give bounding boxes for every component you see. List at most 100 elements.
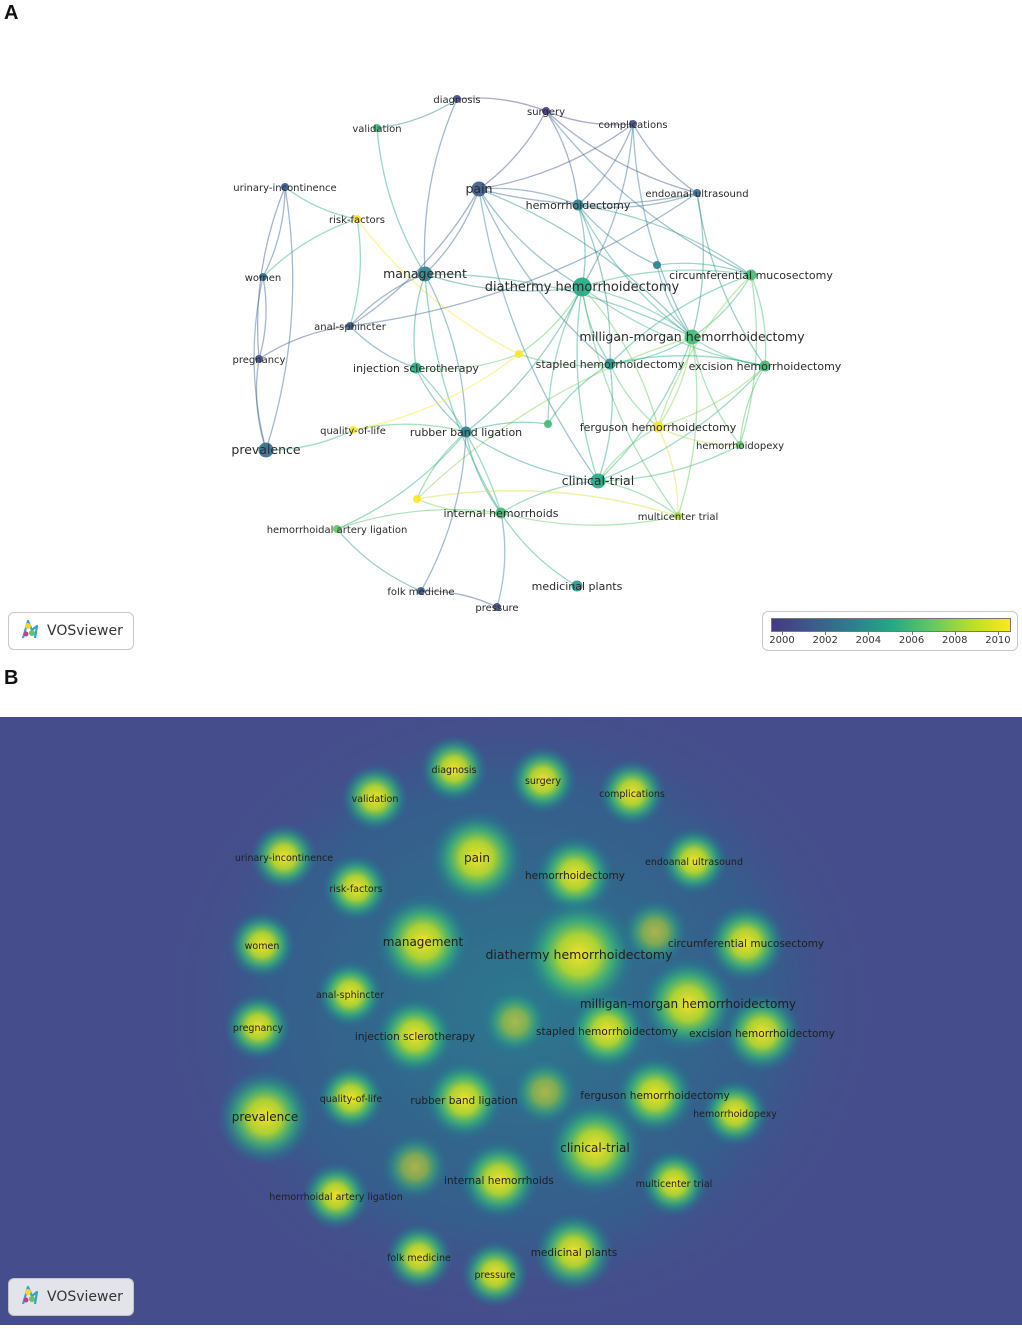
- node-prevalence[interactable]: [258, 442, 274, 458]
- node-riskfactors[interactable]: [353, 215, 361, 223]
- node-pressure[interactable]: [493, 603, 501, 611]
- density-label-management[interactable]: management: [383, 935, 464, 949]
- node-internal[interactable]: [495, 507, 507, 519]
- node-management[interactable]: [417, 266, 433, 282]
- density-label-analsphincter[interactable]: anal-sphincter: [316, 990, 384, 1001]
- density-label-clinicaltrial[interactable]: clinical-trial: [560, 1141, 629, 1155]
- density-label-medicinal[interactable]: medicinal plants: [531, 1247, 618, 1259]
- node-analsphincter[interactable]: [346, 322, 354, 330]
- node-u4[interactable]: [413, 495, 421, 503]
- node-label-qol[interactable]: quality-of-life: [320, 426, 386, 437]
- density-label-qol[interactable]: quality-of-life: [320, 1094, 383, 1105]
- node-pregnancy[interactable]: [255, 355, 263, 363]
- vosviewer-logo-a[interactable]: VOSviewer: [8, 612, 134, 650]
- node-label-endoanal[interactable]: endoanal ultrasound: [645, 189, 748, 200]
- node-hemorrhoidectomy[interactable]: [572, 199, 584, 211]
- node-label-riskfactors[interactable]: risk-factors: [329, 215, 385, 226]
- density-label-pain[interactable]: pain: [464, 851, 490, 865]
- node-clinicaltrial[interactable]: [590, 473, 606, 489]
- node-women[interactable]: [259, 273, 267, 281]
- node-label-pressure[interactable]: pressure: [475, 603, 518, 614]
- node-u2[interactable]: [515, 350, 523, 358]
- density-label-stapled[interactable]: stapled hemorrhoidectomy: [536, 1026, 678, 1038]
- density-label-folk[interactable]: folk medicine: [387, 1253, 451, 1264]
- node-stapled[interactable]: [604, 358, 616, 370]
- density-label-pregnancy[interactable]: pregnancy: [233, 1023, 284, 1034]
- node-label-internal[interactable]: internal hemorrhoids: [443, 507, 558, 520]
- node-folk[interactable]: [417, 587, 425, 595]
- node-urinary[interactable]: [281, 183, 289, 191]
- node-label-medicinal[interactable]: medicinal plants: [532, 580, 623, 593]
- node-label-milligan[interactable]: milligan-morgan hemorrhoidectomy: [579, 329, 805, 344]
- density-label-ferguson[interactable]: ferguson hemorrhoidectomy: [580, 1090, 729, 1102]
- node-qol[interactable]: [349, 426, 357, 434]
- node-label-surgery[interactable]: surgery: [527, 107, 565, 118]
- node-injection[interactable]: [410, 362, 422, 374]
- node-label-injection[interactable]: injection sclerotherapy: [353, 362, 479, 375]
- node-label-rbl[interactable]: rubber band ligation: [410, 426, 522, 439]
- density-label-hemorrhoidectomy[interactable]: hemorrhoidectomy: [525, 870, 625, 882]
- node-endoanal[interactable]: [693, 189, 701, 197]
- node-complications[interactable]: [629, 120, 637, 128]
- density-label-validation[interactable]: validation: [352, 794, 399, 805]
- node-label-circumferential[interactable]: circumferential mucosectomy: [669, 269, 833, 282]
- node-u3[interactable]: [544, 420, 552, 428]
- density-label-riskfactors[interactable]: risk-factors: [329, 884, 382, 895]
- density-label-urinary[interactable]: urinary-incontinence: [235, 853, 333, 864]
- node-label-prevalence[interactable]: prevalence: [231, 442, 301, 457]
- density-label-hemorrhoidopexy[interactable]: hemorrhoidopexy: [693, 1109, 777, 1120]
- node-u1[interactable]: [653, 261, 661, 269]
- density-label-diathermy[interactable]: diathermy hemorrhoidectomy: [486, 947, 674, 962]
- density-label-rbl[interactable]: rubber band ligation: [410, 1095, 517, 1107]
- node-excision[interactable]: [759, 360, 771, 372]
- node-diagnosis[interactable]: [453, 95, 461, 103]
- node-diathermy[interactable]: [572, 277, 592, 297]
- density-label-endoanal[interactable]: endoanal ultrasound: [645, 857, 743, 868]
- node-surgery[interactable]: [542, 107, 550, 115]
- density-label-circumferential[interactable]: circumferential mucosectomy: [668, 938, 824, 950]
- vosviewer-logo-b[interactable]: VOSviewer: [8, 1278, 134, 1316]
- node-label-folk[interactable]: folk medicine: [387, 587, 454, 598]
- density-visualization-panel[interactable]: diagnosis surgery validation complications u…: [0, 687, 1022, 1327]
- density-label-women[interactable]: women: [245, 941, 280, 952]
- density-label-excision[interactable]: excision hemorrhoidectomy: [689, 1028, 835, 1040]
- density-label-complications[interactable]: complications: [599, 789, 665, 800]
- node-label-complications[interactable]: complications: [598, 120, 667, 131]
- node-rbl[interactable]: [460, 426, 472, 438]
- density-map[interactable]: diagnosis surgery validation complications u…: [0, 687, 1022, 1327]
- density-label-milligan[interactable]: milligan-morgan hemorrhoidectomy: [580, 997, 796, 1011]
- density-label-internal[interactable]: internal hemorrhoids: [444, 1175, 554, 1187]
- node-validation[interactable]: [373, 124, 381, 132]
- node-label-analsphincter[interactable]: anal-sphincter: [314, 322, 387, 333]
- density-label-surgery[interactable]: surgery: [525, 776, 561, 787]
- node-label-ferguson[interactable]: ferguson hemorrhoidectomy: [580, 421, 737, 434]
- node-label-diagnosis[interactable]: diagnosis: [433, 95, 480, 106]
- node-hemorrhoidopexy[interactable]: [736, 441, 744, 449]
- node-label-pregnancy[interactable]: pregnancy: [233, 355, 286, 366]
- node-label-stapled[interactable]: stapled hemorrhoidectomy: [536, 358, 685, 371]
- node-label-management[interactable]: management: [383, 266, 467, 281]
- density-label-injection[interactable]: injection sclerotherapy: [355, 1031, 475, 1043]
- node-multicenter[interactable]: [674, 512, 682, 520]
- node-label-hemorrhoidectomy[interactable]: hemorrhoidectomy: [526, 199, 631, 212]
- node-hal[interactable]: [333, 525, 341, 533]
- node-medicinal[interactable]: [571, 580, 583, 592]
- density-label-diagnosis[interactable]: diagnosis: [432, 765, 477, 776]
- node-label-excision[interactable]: excision hemorrhoidectomy: [689, 360, 842, 373]
- node-label-clinicaltrial[interactable]: clinical-trial: [562, 473, 634, 488]
- node-label-urinary[interactable]: urinary-incontinence: [233, 183, 336, 194]
- node-label-multicenter[interactable]: multicenter trial: [638, 512, 719, 523]
- node-milligan[interactable]: [684, 329, 700, 345]
- node-label-diathermy[interactable]: diathermy hemorrhoidectomy: [485, 280, 680, 295]
- node-label-hal[interactable]: hemorrhoidal artery ligation: [267, 525, 408, 536]
- density-label-hal[interactable]: hemorrhoidal artery ligation: [269, 1192, 403, 1203]
- network-visualization-panel[interactable]: diagnosis surgery validation complications u…: [0, 0, 1022, 665]
- node-pain[interactable]: [471, 181, 487, 197]
- network-graph[interactable]: diagnosis surgery validation complications u…: [0, 0, 1022, 665]
- density-label-pressure[interactable]: pressure: [474, 1270, 515, 1281]
- node-label-hemorrhoidopexy[interactable]: hemorrhoidopexy: [696, 441, 784, 452]
- node-circumferential[interactable]: [745, 269, 757, 281]
- density-label-prevalence[interactable]: prevalence: [232, 1110, 298, 1124]
- density-label-multicenter[interactable]: multicenter trial: [636, 1179, 713, 1190]
- node-label-women[interactable]: women: [245, 273, 282, 284]
